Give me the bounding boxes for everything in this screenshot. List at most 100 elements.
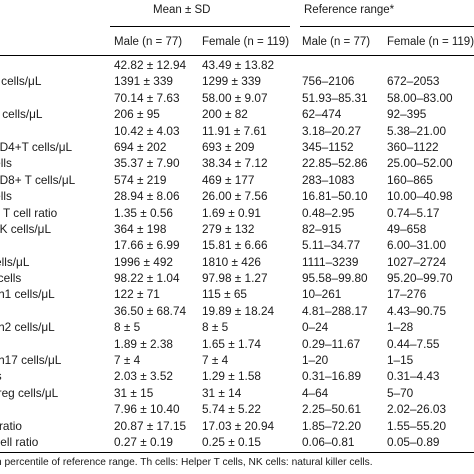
table-row: of Th2 cells/μL 8 ± 5 8 ± 5 0–24 1–28 (0, 319, 474, 335)
table-row: cell ratio 20.87 ± 17.15 17.03 ± 20.94 1.85… (0, 418, 474, 434)
cell-female-ref: 672–2053 (387, 74, 440, 89)
cell-male-ref: 0–24 (302, 320, 329, 335)
cell-male-mean: 1.35 ± 0.56 (114, 205, 173, 220)
table-row: of Th1 cells/μL 122 ± 71 115 ± 65 10–261 17–… (0, 286, 474, 302)
cell-female-ref: 0.74–5.17 (387, 205, 440, 220)
cell-male-mean: 1996 ± 492 (114, 254, 173, 269)
table-row: of Th17 cells/μL 7 ± 4 7 ± 4 1–20 1–15 (0, 352, 474, 368)
cell-female-ref: 92–395 (387, 107, 427, 122)
cell-female-mean: 469 ± 177 (202, 172, 255, 187)
cell-female-ref: 1–28 (387, 320, 414, 335)
cell-female-mean: 19.89 ± 18.24 (202, 303, 275, 318)
cell-male-ref: 3.18–20.27 (302, 123, 362, 138)
row-label: T cells (0, 189, 12, 204)
row-label: K cells/μL (0, 254, 30, 269)
cell-female-mean: 1299 ± 339 (202, 74, 261, 89)
cell-male-ref: 283–1083 (302, 172, 355, 187)
cell-male-mean: 10.42 ± 4.03 (114, 123, 180, 138)
table-row: 70.14 ± 7.63 58.00 ± 9.07 51.93–85.31 58.00… (0, 90, 474, 106)
cell-male-mean: 122 ± 71 (114, 287, 160, 302)
table-row: T cells 35.37 ± 7.90 38.34 ± 7.12 22.85–52.… (0, 155, 474, 171)
cell-female-ref: 360–1122 (387, 139, 439, 154)
cell-female-ref: 1027–2724 (387, 254, 447, 269)
table-row: NK cells 98.22 ± 1.04 97.98 ± 1.27 95.58–99… (0, 270, 474, 286)
col-header-female-mean: Female (n = 119) (202, 36, 290, 48)
row-label: eg cell ratio (0, 434, 39, 449)
row-label: of CD4+T cells/μL (0, 139, 73, 154)
row-label: of Th1 cells/μL (0, 287, 55, 302)
cell-male-mean: 17.66 ± 6.99 (114, 238, 180, 253)
table-row: of CD8+ T cells/μL 574 ± 219 469 ± 177 283–… (0, 172, 474, 188)
row-label: of B cells/μL (0, 107, 43, 122)
row-label: cell ratio (0, 418, 22, 433)
cell-female-ref: 1–15 (387, 353, 414, 368)
cell-female-ref: 0.44–7.55 (387, 336, 440, 351)
cell-male-ref: 1.85–72.20 (302, 418, 362, 433)
row-label: NK cells (0, 271, 22, 286)
row-label: of T cells/μL (0, 74, 42, 89)
cell-female-mean: 11.91 ± 7.61 (202, 123, 267, 138)
cell-male-ref: 0.31–16.89 (302, 369, 362, 384)
group-rule-reference (300, 26, 474, 27)
cell-female-mean: 15.81 ± 6.66 (202, 238, 268, 253)
cell-female-mean: 5.74 ± 5.22 (202, 402, 261, 417)
table-body: 42.82 ± 12.94 43.49 ± 13.82 of T cells/μL 1… (0, 57, 474, 450)
group-header-reference: Reference range* (304, 4, 395, 16)
cell-male-ref: 345–1152 (302, 139, 354, 154)
cell-female-mean: 26.00 ± 7.56 (202, 189, 268, 204)
cell-female-ref: 25.00–52.00 (387, 156, 453, 171)
cell-male-mean: 1391 ± 339 (114, 74, 173, 89)
cell-male-mean: 2.03 ± 3.52 (114, 369, 173, 384)
table-row: of NK cells/μL 364 ± 198 279 ± 132 82–915 49… (0, 221, 474, 237)
cell-male-ref: 22.85–52.86 (302, 156, 368, 171)
cell-female-ref: 2.02–26.03 (387, 402, 447, 417)
cell-male-ref: 51.93–85.31 (302, 90, 368, 105)
cell-female-ref: 10.00–40.98 (387, 189, 453, 204)
cell-male-ref: 4.81–288.17 (302, 303, 368, 318)
cell-male-mean: 574 ± 219 (114, 172, 167, 187)
table-row: eg cell ratio 0.27 ± 0.19 0.25 ± 0.15 0.06–… (0, 434, 474, 450)
cell-female-mean: 97.98 ± 1.27 (202, 271, 268, 286)
cell-female-ref: 95.20–99.70 (387, 271, 453, 286)
cell-female-ref: 5.38–21.00 (387, 123, 447, 138)
row-label: of Th2 cells/μL (0, 320, 55, 335)
cell-female-mean: 7 ± 4 (202, 353, 229, 368)
cell-female-ref: 0.31–4.43 (387, 369, 440, 384)
cell-male-ref: 756–2106 (302, 74, 355, 89)
table-row: lls1.89 ± 2.381.65 ± 1.740.29–11.670.44–… (0, 336, 474, 352)
cell-female-mean: 8 ± 5 (202, 320, 229, 335)
cell-male-mean: 36.50 ± 68.74 (114, 303, 187, 318)
cell-male-mean: 0.27 ± 0.19 (114, 434, 173, 449)
cell-male-ref: 16.81–50.10 (302, 189, 368, 204)
cell-male-mean: 206 ± 95 (114, 107, 160, 122)
table-footnote: h percentile of reference range. Th cell… (0, 457, 373, 468)
cell-male-ref: 2.25–50.61 (302, 402, 362, 417)
col-header-female-ref: Female (n = 119) (387, 36, 474, 48)
cell-female-ref: 0.05–0.89 (387, 434, 440, 449)
table-row: of T cells/μL 1391 ± 339 1299 ± 339 756–210… (0, 73, 474, 89)
cell-female-mean: 31 ± 14 (202, 385, 242, 400)
cell-male-ref: 1–20 (302, 353, 329, 368)
cell-male-ref: 0.29–11.67 (302, 336, 361, 351)
header-rule (0, 55, 474, 56)
cell-female-ref: 6.00–31.00 (387, 238, 447, 253)
cell-male-ref: 1111–3239 (302, 254, 359, 269)
col-header-male-mean: Male (n = 77) (114, 36, 183, 48)
cell-male-ref: 5.11–34.77 (302, 238, 361, 253)
cell-male-mean: 1.89 ± 2.38 (114, 336, 173, 351)
cell-female-mean: 1810 ± 426 (202, 254, 261, 269)
row-label: D8+ T cell ratio (0, 205, 58, 220)
cell-female-ref: 17–276 (387, 287, 427, 302)
cell-female-mean: 17.03 ± 20.94 (202, 418, 275, 433)
cell-female-ref: 4.43–90.75 (387, 303, 447, 318)
row-label: cells (0, 368, 2, 384)
cell-female-ref: 58.00–83.00 (387, 90, 453, 105)
row-label: of NK cells/μL (0, 221, 52, 236)
table-row: K cells/μL 1996 ± 492 1810 ± 426 1111–3239 1… (0, 254, 474, 270)
cell-female-mean: 115 ± 65 (202, 287, 247, 302)
cell-female-ref: 49–658 (387, 221, 427, 236)
cell-female-mean: 693 ± 209 (202, 139, 255, 154)
